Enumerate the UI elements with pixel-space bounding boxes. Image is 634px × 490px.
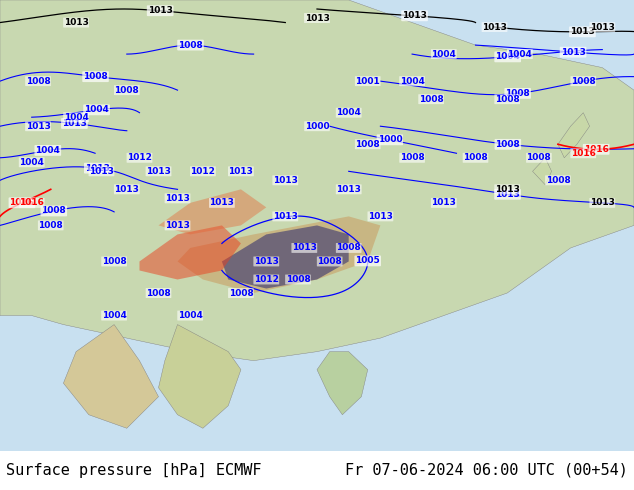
Text: 1008: 1008 <box>285 275 311 284</box>
Text: 1004: 1004 <box>63 113 89 122</box>
Text: 1013: 1013 <box>254 257 279 266</box>
Text: 1013: 1013 <box>89 167 114 176</box>
Text: 1008: 1008 <box>178 41 203 49</box>
Text: 1004: 1004 <box>336 108 361 117</box>
Text: 1004: 1004 <box>178 311 203 320</box>
Text: 1013: 1013 <box>368 212 393 221</box>
Text: 1013: 1013 <box>273 212 298 221</box>
Text: 1001: 1001 <box>355 76 380 86</box>
Text: 1013: 1013 <box>63 18 89 27</box>
Text: 1008: 1008 <box>317 257 342 266</box>
Text: 1016: 1016 <box>584 145 609 154</box>
Text: 1013: 1013 <box>146 167 171 176</box>
Text: 1013: 1013 <box>402 11 427 20</box>
Text: 1008: 1008 <box>228 289 254 297</box>
Text: 1004: 1004 <box>399 76 425 86</box>
Text: 1013: 1013 <box>114 185 139 194</box>
Text: Fr 07-06-2024 06:00 UTC (00+54): Fr 07-06-2024 06:00 UTC (00+54) <box>345 463 628 478</box>
Text: 1013: 1013 <box>570 27 595 36</box>
Text: 1004: 1004 <box>507 49 533 59</box>
Text: 1013: 1013 <box>304 14 330 23</box>
Text: 1013: 1013 <box>292 244 317 252</box>
Text: 1012: 1012 <box>127 153 152 162</box>
Text: 1004: 1004 <box>36 146 60 155</box>
Text: 1008: 1008 <box>25 76 51 86</box>
Text: 1008: 1008 <box>505 89 530 98</box>
Text: 1012: 1012 <box>190 167 216 176</box>
Polygon shape <box>317 352 368 415</box>
Text: 1013: 1013 <box>590 198 615 207</box>
Text: 1008: 1008 <box>355 140 380 149</box>
Polygon shape <box>558 113 590 158</box>
Text: 1008: 1008 <box>545 176 571 185</box>
Text: 1008: 1008 <box>399 153 425 162</box>
Text: 1013: 1013 <box>590 23 615 31</box>
Text: 1013: 1013 <box>25 122 51 131</box>
Text: 1013: 1013 <box>495 190 520 199</box>
Text: 1013: 1013 <box>62 119 87 128</box>
Polygon shape <box>222 225 349 289</box>
Text: 1013: 1013 <box>336 185 361 194</box>
Text: 1016: 1016 <box>571 149 596 158</box>
Polygon shape <box>158 189 266 234</box>
Text: 1008: 1008 <box>114 86 139 95</box>
Text: 1013: 1013 <box>165 194 190 203</box>
Polygon shape <box>63 324 158 428</box>
Text: 1004: 1004 <box>431 49 456 59</box>
Text: 1013: 1013 <box>85 164 110 172</box>
Text: 1013: 1013 <box>165 221 190 230</box>
Text: 1008: 1008 <box>83 72 108 81</box>
Polygon shape <box>0 0 634 361</box>
Text: 1013: 1013 <box>560 48 586 57</box>
Text: 1008: 1008 <box>495 95 520 104</box>
Text: 1013: 1013 <box>431 198 456 207</box>
Text: 1008: 1008 <box>41 206 66 216</box>
Text: 1008: 1008 <box>526 153 552 162</box>
Text: 1008: 1008 <box>463 153 488 162</box>
Text: 1008: 1008 <box>38 221 63 230</box>
Polygon shape <box>139 225 241 279</box>
Text: 1008: 1008 <box>571 76 596 86</box>
Text: 1005: 1005 <box>355 256 380 266</box>
Text: Surface pressure [hPa] ECMWF: Surface pressure [hPa] ECMWF <box>6 463 262 478</box>
Text: 1012: 1012 <box>254 275 279 284</box>
Text: 1000: 1000 <box>377 135 402 145</box>
Text: 1016: 1016 <box>10 198 34 207</box>
Text: 1013: 1013 <box>273 176 298 185</box>
Text: 1004: 1004 <box>495 52 520 61</box>
Text: 1004: 1004 <box>84 105 109 114</box>
Polygon shape <box>533 158 552 185</box>
Text: 1013: 1013 <box>209 198 235 207</box>
Text: 1008: 1008 <box>336 244 361 252</box>
Text: 1008: 1008 <box>146 289 171 297</box>
Polygon shape <box>158 324 241 428</box>
Text: 1008: 1008 <box>101 257 127 266</box>
Text: 1008: 1008 <box>495 140 521 149</box>
Text: 1016: 1016 <box>19 198 44 207</box>
Text: 1004: 1004 <box>101 311 127 320</box>
Text: 1013: 1013 <box>148 6 172 15</box>
Polygon shape <box>178 217 380 293</box>
Text: 1004: 1004 <box>19 158 44 167</box>
Text: 1013: 1013 <box>228 167 254 176</box>
Text: 1000: 1000 <box>305 122 329 131</box>
Text: 1013: 1013 <box>495 185 520 194</box>
Text: 1013: 1013 <box>482 23 507 31</box>
Text: 1008: 1008 <box>418 95 444 104</box>
